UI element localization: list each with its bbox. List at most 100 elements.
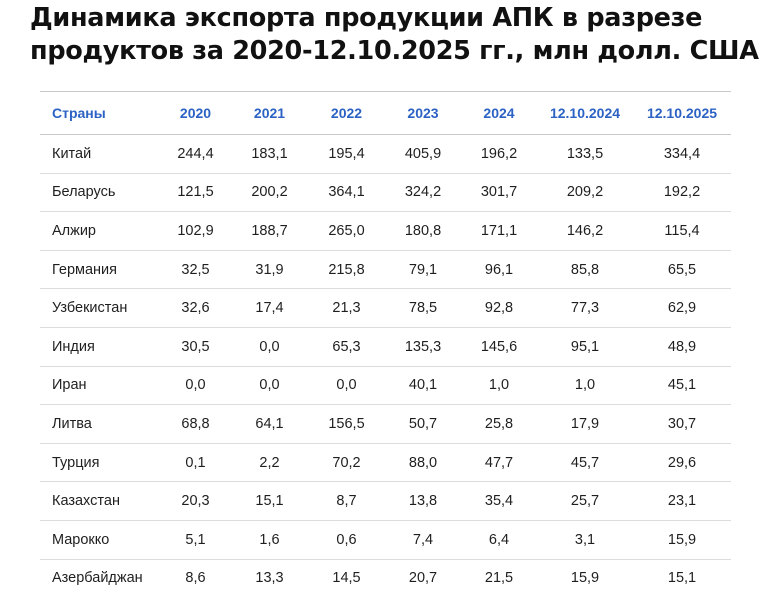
value-cell: 215,8 [308,250,385,289]
country-cell: Узбекистан [40,289,160,328]
page-title-line-1: Динамика экспорта продукции АПК в разрез… [30,3,702,33]
value-cell: 21,3 [308,289,385,328]
value-cell: 45,7 [537,443,633,482]
value-cell: 96,1 [461,250,537,289]
value-cell: 45,1 [633,366,731,405]
value-cell: 25,8 [461,405,537,444]
value-cell: 8,6 [160,559,231,597]
value-cell: 29,6 [633,443,731,482]
value-cell: 15,1 [231,482,308,521]
country-cell: Литва [40,405,160,444]
value-cell: 92,8 [461,289,537,328]
country-cell: Турция [40,443,160,482]
value-cell: 20,3 [160,482,231,521]
value-cell: 95,1 [537,327,633,366]
value-cell: 17,4 [231,289,308,328]
value-cell: 50,7 [385,405,461,444]
value-cell: 2,2 [231,443,308,482]
value-cell: 324,2 [385,173,461,212]
column-header-2024: 2024 [461,92,537,135]
value-cell: 15,9 [633,520,731,559]
value-cell: 180,8 [385,212,461,251]
value-cell: 121,5 [160,173,231,212]
value-cell: 244,4 [160,135,231,174]
table-header-row: Страны 2020 2021 2022 2023 2024 12.10.20… [40,92,731,135]
value-cell: 364,1 [308,173,385,212]
value-cell: 35,4 [461,482,537,521]
value-cell: 146,2 [537,212,633,251]
value-cell: 13,8 [385,482,461,521]
value-cell: 20,7 [385,559,461,597]
value-cell: 156,5 [308,405,385,444]
country-cell: Беларусь [40,173,160,212]
country-cell: Германия [40,250,160,289]
country-cell: Индия [40,327,160,366]
value-cell: 8,7 [308,482,385,521]
value-cell: 88,0 [385,443,461,482]
column-header-countries: Страны [40,92,160,135]
column-header-2021: 2021 [231,92,308,135]
column-header-2020: 2020 [160,92,231,135]
country-cell: Марокко [40,520,160,559]
value-cell: 301,7 [461,173,537,212]
value-cell: 0,6 [308,520,385,559]
page-title: Динамика экспорта продукции АПК в разрез… [30,2,770,68]
value-cell: 15,9 [537,559,633,597]
value-cell: 48,9 [633,327,731,366]
value-cell: 171,1 [461,212,537,251]
page-title-line-2: продуктов за 2020-12.10.2025 гг., млн до… [30,36,759,66]
value-cell: 68,8 [160,405,231,444]
column-header-2022: 2022 [308,92,385,135]
column-header-2023: 2023 [385,92,461,135]
value-cell: 13,3 [231,559,308,597]
value-cell: 133,5 [537,135,633,174]
value-cell: 65,5 [633,250,731,289]
value-cell: 30,7 [633,405,731,444]
value-cell: 209,2 [537,173,633,212]
value-cell: 0,0 [231,366,308,405]
value-cell: 200,2 [231,173,308,212]
value-cell: 0,0 [231,327,308,366]
value-cell: 0,1 [160,443,231,482]
value-cell: 145,6 [461,327,537,366]
value-cell: 1,0 [461,366,537,405]
country-cell: Алжир [40,212,160,251]
value-cell: 405,9 [385,135,461,174]
value-cell: 115,4 [633,212,731,251]
value-cell: 7,4 [385,520,461,559]
value-cell: 183,1 [231,135,308,174]
value-cell: 32,5 [160,250,231,289]
value-cell: 192,2 [633,173,731,212]
country-cell: Китай [40,135,160,174]
value-cell: 62,9 [633,289,731,328]
value-cell: 196,2 [461,135,537,174]
value-cell: 78,5 [385,289,461,328]
value-cell: 265,0 [308,212,385,251]
value-cell: 17,9 [537,405,633,444]
value-cell: 102,9 [160,212,231,251]
value-cell: 47,7 [461,443,537,482]
export-table: Страны 2020 2021 2022 2023 2024 12.10.20… [40,91,731,597]
value-cell: 79,1 [385,250,461,289]
value-cell: 77,3 [537,289,633,328]
value-cell: 25,7 [537,482,633,521]
value-cell: 6,4 [461,520,537,559]
value-cell: 85,8 [537,250,633,289]
value-cell: 15,1 [633,559,731,597]
value-cell: 32,6 [160,289,231,328]
export-table-container: Страны 2020 2021 2022 2023 2024 12.10.20… [40,91,731,597]
country-cell: Иран [40,366,160,405]
column-header-12-10-2025: 12.10.2025 [633,92,731,135]
